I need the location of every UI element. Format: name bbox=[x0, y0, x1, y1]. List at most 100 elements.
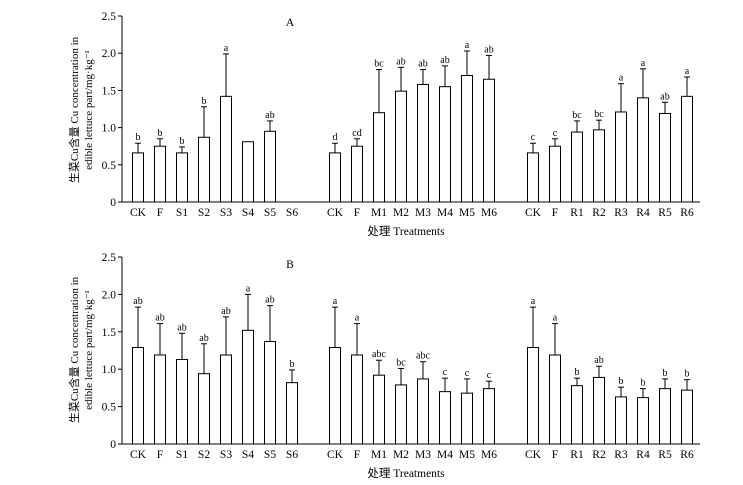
significance-label: b bbox=[619, 376, 624, 387]
chart-panel-b: 0 0.5 1.0 1.5 2.0 2.5 B 处理 Treatments 生菜Cu含量 Cu … bbox=[67, 252, 700, 480]
bar bbox=[417, 83, 429, 203]
significance-label: a bbox=[224, 43, 229, 54]
x-tick-label: R2 bbox=[592, 449, 606, 461]
bar bbox=[264, 130, 276, 203]
x-tick-label: R3 bbox=[614, 449, 628, 461]
bar bbox=[571, 385, 583, 445]
y-tick-label: 2.5 bbox=[102, 11, 117, 23]
bar bbox=[417, 378, 429, 445]
x-tick-label: CK bbox=[525, 207, 542, 219]
significance-label: b bbox=[136, 132, 141, 143]
x-tick-label: CK bbox=[327, 449, 344, 461]
x-tick-label: CK bbox=[525, 449, 542, 461]
x-tick-label: M4 bbox=[437, 449, 453, 461]
y-axis-title: 生菜Cu含量 Cu concentration in edible lettuce… bbox=[67, 276, 95, 423]
significance-label: bc bbox=[594, 109, 604, 120]
y-tick-label: 1.0 bbox=[102, 123, 117, 135]
significance-label: b bbox=[663, 368, 668, 379]
significance-label: a bbox=[246, 283, 251, 294]
y-tick-label: 0 bbox=[110, 197, 116, 209]
significance-label: a bbox=[465, 40, 470, 51]
significance-label: ab bbox=[177, 322, 186, 333]
significance-label: ab bbox=[418, 59, 427, 70]
significance-label: ab bbox=[484, 44, 493, 55]
y-axis-title-line: 生菜Cu含量 Cu concentration in bbox=[67, 276, 81, 423]
bar-group: CK b Fb S1 b S2 b S3 a S4 S5 ab S6 bbox=[130, 43, 298, 219]
y-axis-title-line: edible lettuce part/mg·kg⁻¹ bbox=[83, 50, 95, 170]
x-tick-label: F bbox=[354, 449, 360, 461]
significance-label: cd bbox=[352, 128, 361, 139]
significance-label: b bbox=[575, 367, 580, 378]
bar bbox=[483, 78, 495, 203]
x-tick-label: R1 bbox=[570, 449, 584, 461]
bar bbox=[351, 145, 363, 203]
x-tick-label: S3 bbox=[220, 449, 232, 461]
bar bbox=[483, 388, 495, 445]
bar bbox=[220, 354, 232, 445]
bar bbox=[571, 131, 583, 203]
significance-label: ab bbox=[133, 296, 142, 307]
x-tick-label: M5 bbox=[459, 207, 475, 219]
x-tick-label: M2 bbox=[393, 207, 409, 219]
bar bbox=[286, 382, 298, 445]
x-tick-label: CK bbox=[130, 449, 147, 461]
bar bbox=[395, 384, 407, 445]
bar bbox=[549, 145, 561, 203]
significance-label: a bbox=[553, 313, 558, 324]
bar bbox=[329, 152, 341, 203]
bar bbox=[264, 341, 276, 445]
y-tick-label: 0.5 bbox=[102, 160, 117, 172]
x-tick-label: M3 bbox=[415, 449, 431, 461]
x-tick-label: S1 bbox=[176, 449, 188, 461]
y-tick-label: 1.5 bbox=[102, 327, 117, 339]
significance-label: c bbox=[487, 370, 492, 381]
significance-label: b bbox=[158, 128, 163, 139]
x-tick-label: M4 bbox=[437, 207, 453, 219]
x-tick-label: CK bbox=[327, 207, 344, 219]
significance-label: bc bbox=[396, 357, 406, 368]
x-tick-label: M2 bbox=[393, 449, 409, 461]
bar-group: CK a Fa R1 b R2 ab R3 b R4 b R5 b R6 b bbox=[525, 296, 694, 461]
y-tick-label: 1.5 bbox=[102, 85, 117, 97]
x-tick-label: S1 bbox=[176, 207, 188, 219]
bar bbox=[198, 373, 210, 445]
x-tick-label: S4 bbox=[242, 207, 254, 219]
bar bbox=[373, 112, 385, 203]
bar bbox=[242, 141, 254, 203]
x-tick-label: F bbox=[157, 449, 163, 461]
significance-label: a bbox=[641, 58, 646, 69]
x-tick-label: F bbox=[157, 207, 163, 219]
bar bbox=[637, 397, 649, 445]
y-tick-label: 0.5 bbox=[102, 402, 117, 414]
bar bbox=[176, 152, 188, 203]
x-tick-label: F bbox=[354, 207, 360, 219]
bar bbox=[154, 145, 166, 203]
x-tick-label: M6 bbox=[481, 449, 497, 461]
significance-label: b bbox=[202, 96, 207, 107]
significance-label: ab bbox=[594, 355, 603, 366]
x-tick-label: R6 bbox=[680, 449, 694, 461]
significance-label: c bbox=[465, 368, 470, 379]
y-tick-label: 2.0 bbox=[102, 289, 117, 301]
bar-group: CK d Fcd M1 bc M2 ab M3 ab M4 ab M5 a M6 ab bbox=[327, 40, 497, 219]
x-tick-label: R1 bbox=[570, 207, 584, 219]
x-tick-label: R3 bbox=[614, 207, 628, 219]
x-tick-label: R4 bbox=[636, 449, 650, 461]
x-tick-label: R5 bbox=[658, 207, 672, 219]
y-axis-title-line: 生菜Cu含量 Cu concentration in bbox=[67, 36, 81, 183]
bar bbox=[198, 136, 210, 203]
y-axis-title-line: edible lettuce part/mg·kg⁻¹ bbox=[83, 290, 95, 410]
bar bbox=[659, 112, 671, 203]
bar bbox=[329, 347, 341, 445]
significance-label: ab bbox=[265, 295, 274, 306]
bar bbox=[154, 354, 166, 445]
bar bbox=[681, 389, 693, 445]
x-tick-label: S5 bbox=[264, 449, 276, 461]
x-tick-label: S6 bbox=[286, 207, 298, 219]
x-tick-label: R5 bbox=[658, 449, 672, 461]
bar bbox=[395, 90, 407, 203]
significance-label: a bbox=[355, 313, 360, 324]
x-tick-label: R6 bbox=[680, 207, 694, 219]
y-tick-label: 2.0 bbox=[102, 48, 117, 60]
